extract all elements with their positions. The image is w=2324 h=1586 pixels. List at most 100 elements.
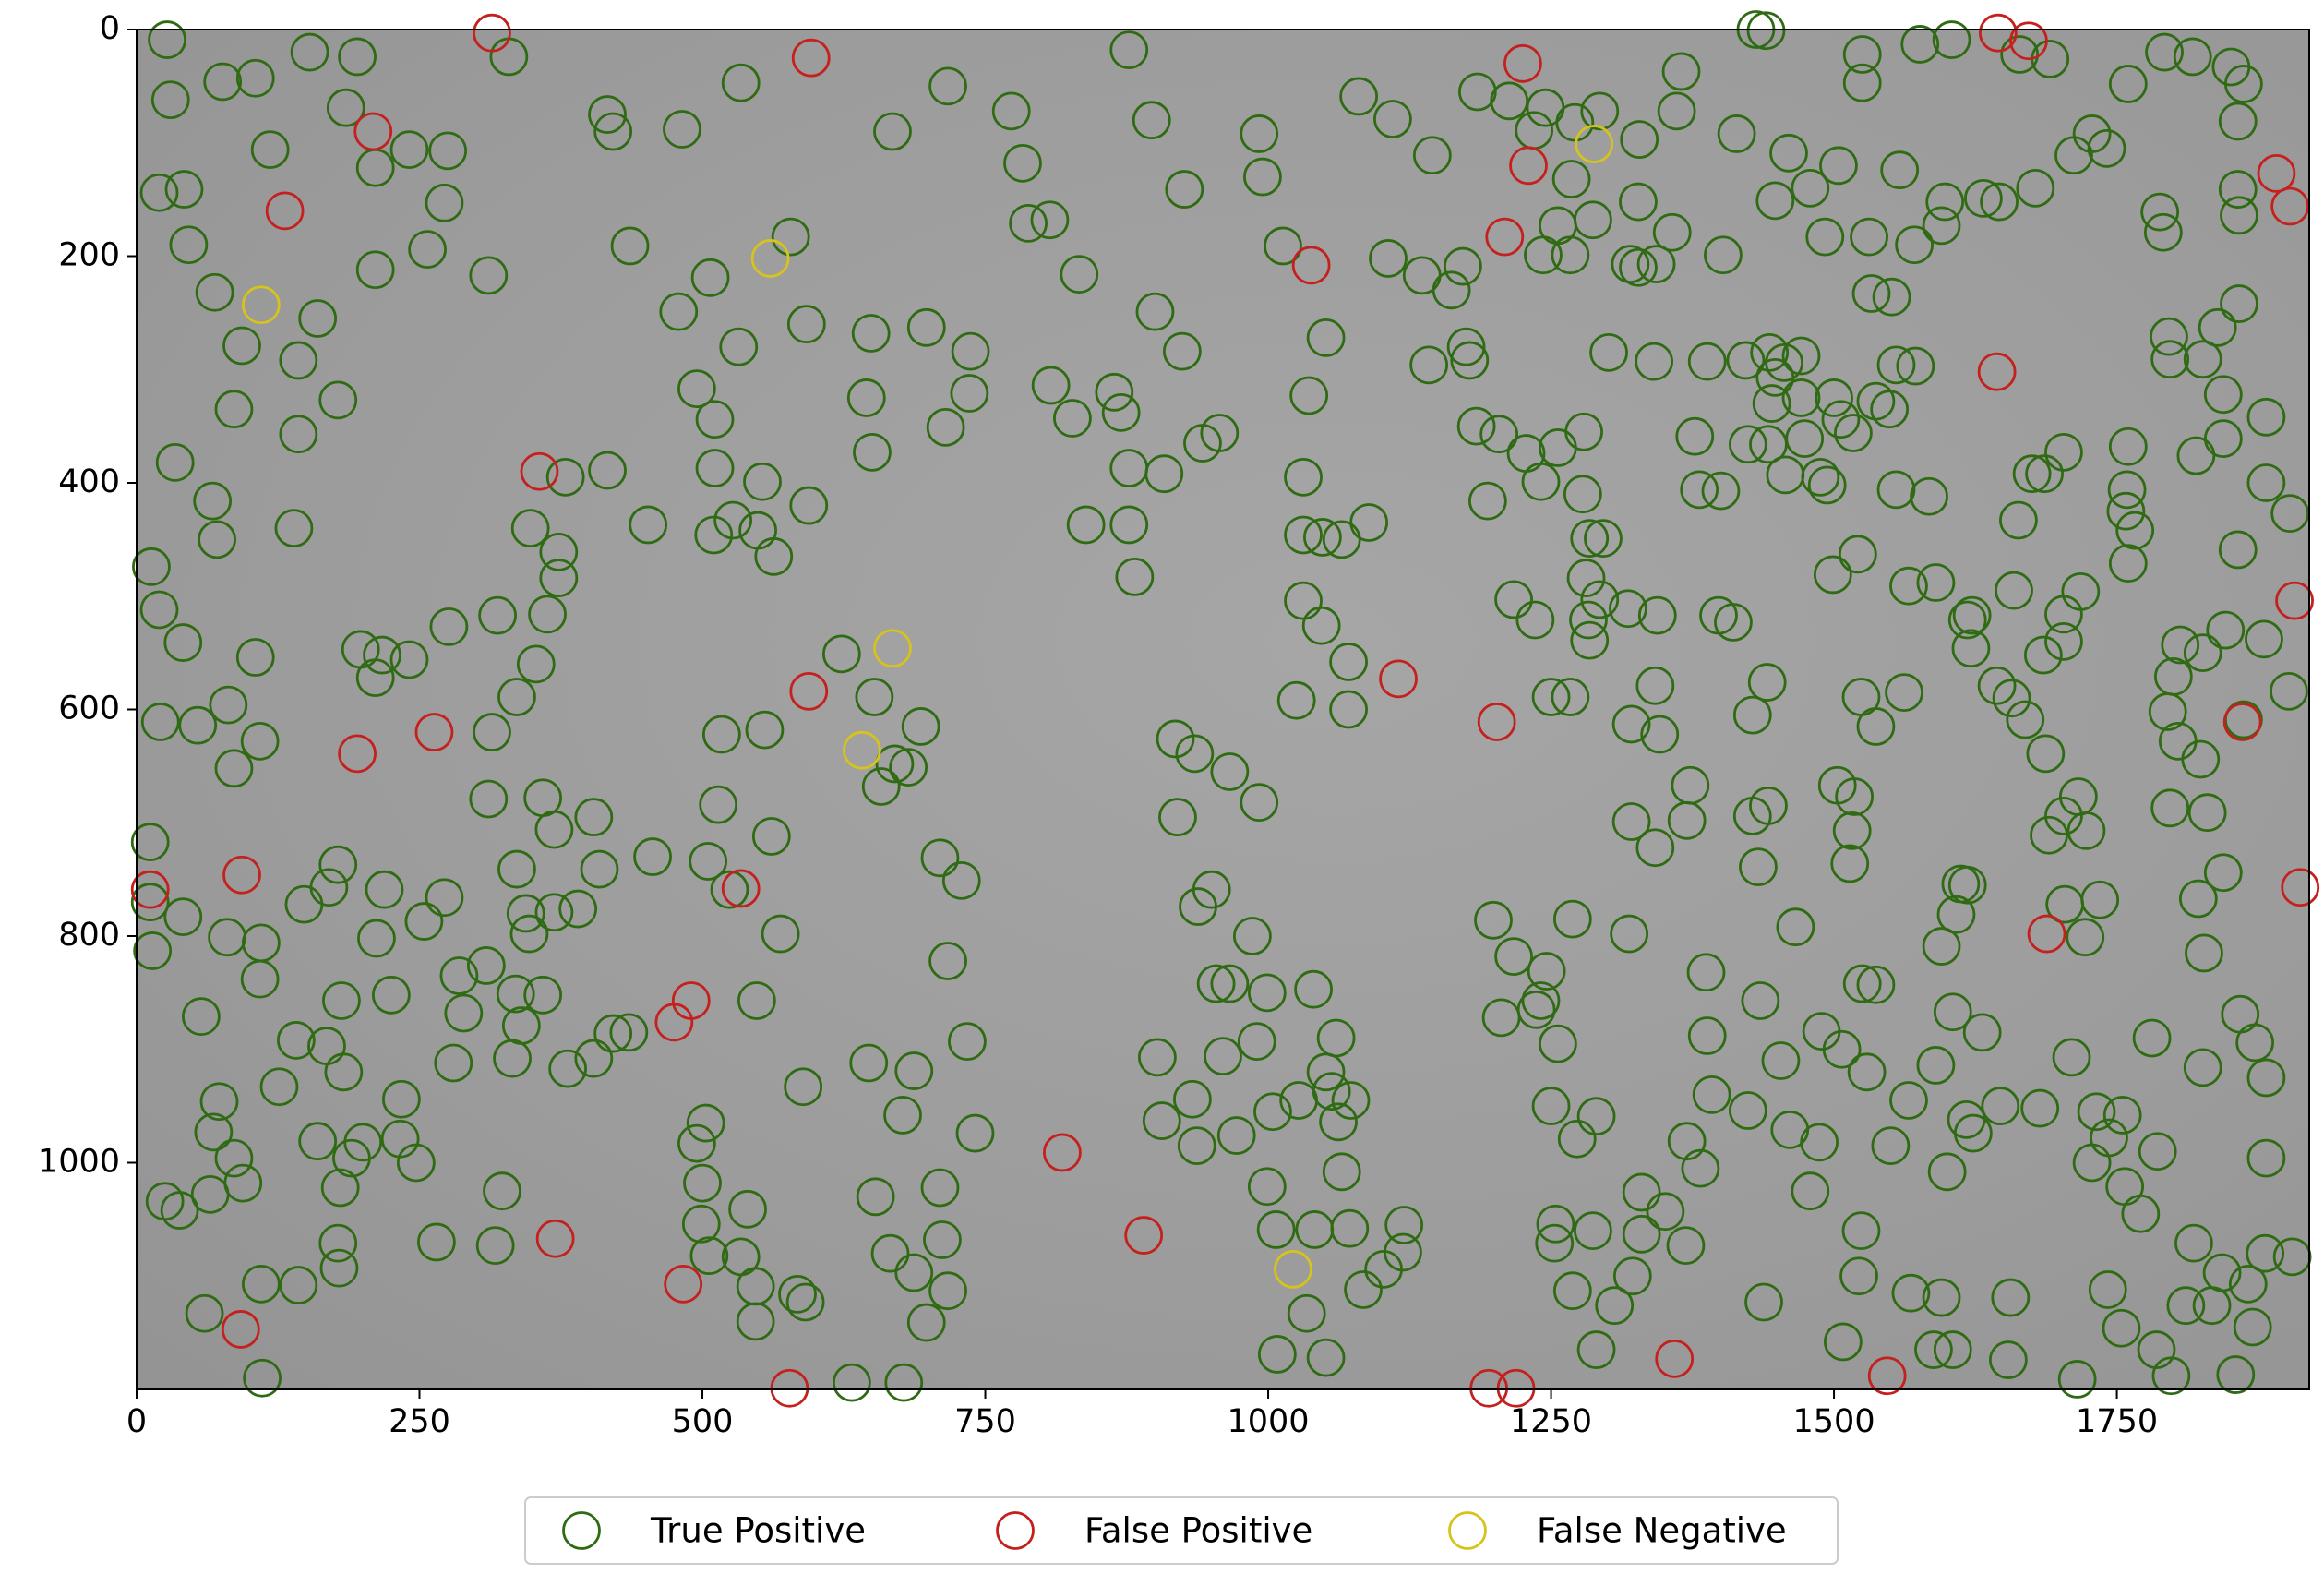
detection-circle: [1851, 274, 1891, 313]
detection-circle: [1557, 1119, 1597, 1159]
detection-circle: [2246, 463, 2286, 502]
detection-circle: [1977, 666, 2017, 705]
detection-circle: [2115, 511, 2155, 550]
detection-circle: [846, 378, 886, 417]
detection-circle: [2150, 317, 2188, 356]
detection-circle: [1801, 457, 1840, 497]
detection-circle: [2009, 21, 2048, 61]
detection-circle: [417, 1222, 456, 1262]
detection-circle: [194, 1112, 234, 1152]
detection-circle: [884, 1363, 924, 1402]
detection-circle: [164, 170, 204, 209]
detection-circle: [1115, 557, 1155, 596]
detection-circle: [1322, 520, 1361, 559]
detection-circle: [240, 721, 280, 761]
detection-circle: [2235, 1023, 2275, 1063]
detection-circle: [1953, 1113, 1993, 1153]
detection-circle: [1838, 535, 1877, 574]
detection-circle: [821, 634, 861, 674]
detection-circle: [1936, 895, 1976, 934]
detection-circle: [1344, 1270, 1383, 1309]
detection-circle: [469, 779, 509, 819]
detection-circle: [2178, 879, 2218, 919]
detection-circle: [1349, 503, 1389, 542]
detection-circle: [856, 1177, 895, 1217]
detection-circle: [1531, 678, 1571, 716]
detection-circle: [2151, 1356, 2191, 1396]
detection-circle: [1611, 704, 1651, 744]
detection-circle: [1952, 595, 1992, 635]
detection-circle: [478, 595, 518, 635]
detection-circle: [2218, 170, 2258, 209]
detection-circle: [745, 710, 785, 750]
detection-circle: [1369, 239, 1408, 278]
detection-circle: [214, 749, 254, 788]
detection-circle: [2044, 621, 2083, 661]
detection-circle: [701, 715, 741, 754]
detection-circle: [2016, 168, 2055, 208]
detection-circle: [1823, 1322, 1863, 1362]
detection-circle: [778, 1274, 817, 1314]
detection-circle: [2203, 375, 2243, 415]
detection-circle: [279, 415, 318, 454]
detection-circle: [664, 1264, 703, 1304]
detection-circle: [853, 432, 892, 472]
detection-circle: [928, 1271, 967, 1311]
detection-circle: [1889, 1081, 1928, 1120]
detection-circle: [140, 703, 180, 741]
detection-circle: [2077, 1092, 2116, 1132]
detection-circle: [2183, 340, 2222, 379]
detection-circle: [2023, 635, 2063, 675]
legend-marker: [996, 1511, 1035, 1550]
detection-circle: [1276, 680, 1316, 720]
detection-circle: [1210, 752, 1250, 791]
detection-circle: [2150, 788, 2190, 828]
detection-circle: [681, 1204, 721, 1244]
detection-circle: [1675, 416, 1715, 456]
detection-circle: [195, 272, 234, 312]
detection-circle: [1620, 120, 1659, 159]
detection-circle: [873, 629, 912, 668]
detection-circle: [1611, 802, 1651, 841]
detection-circle: [870, 1233, 910, 1273]
detection-circle: [671, 981, 711, 1020]
detection-circle: [1580, 91, 1620, 131]
detection-circle: [2281, 868, 2320, 907]
detection-circle: [1925, 182, 1965, 222]
detection-circle: [2088, 1270, 2127, 1309]
detection-circle: [155, 443, 195, 482]
detection-circle: [1291, 246, 1331, 285]
detection-circle: [2108, 65, 2148, 103]
detection-circle: [1527, 952, 1566, 991]
detection-circle: [721, 63, 761, 102]
detection-circle: [509, 914, 549, 954]
detection-circle: [1611, 245, 1650, 283]
detection-circle: [1821, 400, 1861, 439]
detection-circle: [1485, 217, 1525, 257]
detection-circle: [873, 112, 912, 151]
detection-circle: [2000, 35, 2040, 74]
detection-circle: [318, 1223, 358, 1263]
detection-circle: [2020, 1088, 2060, 1128]
detection-circle: [1095, 372, 1134, 412]
detection-circle: [1481, 998, 1521, 1038]
detection-circle: [695, 400, 735, 439]
detection-circle: [2218, 102, 2258, 141]
detection-circle: [1839, 1256, 1878, 1296]
detection-circle: [389, 640, 429, 679]
detection-circle: [2105, 1167, 2145, 1207]
detection-circle: [1914, 1330, 1953, 1369]
detection-circle: [221, 1310, 260, 1349]
detection-circle: [558, 889, 598, 929]
detection-circle: [2246, 1138, 2286, 1178]
detection-circle: [1932, 20, 1971, 59]
detection-circle: [950, 374, 989, 413]
detection-circle: [1284, 457, 1323, 497]
detection-circle: [1330, 1208, 1370, 1248]
detection-circle: [1739, 847, 1778, 887]
detection-circle: [355, 658, 395, 698]
detection-circle: [1552, 899, 1592, 939]
detection-circle: [2132, 1018, 2172, 1058]
detection-circle: [130, 870, 170, 909]
